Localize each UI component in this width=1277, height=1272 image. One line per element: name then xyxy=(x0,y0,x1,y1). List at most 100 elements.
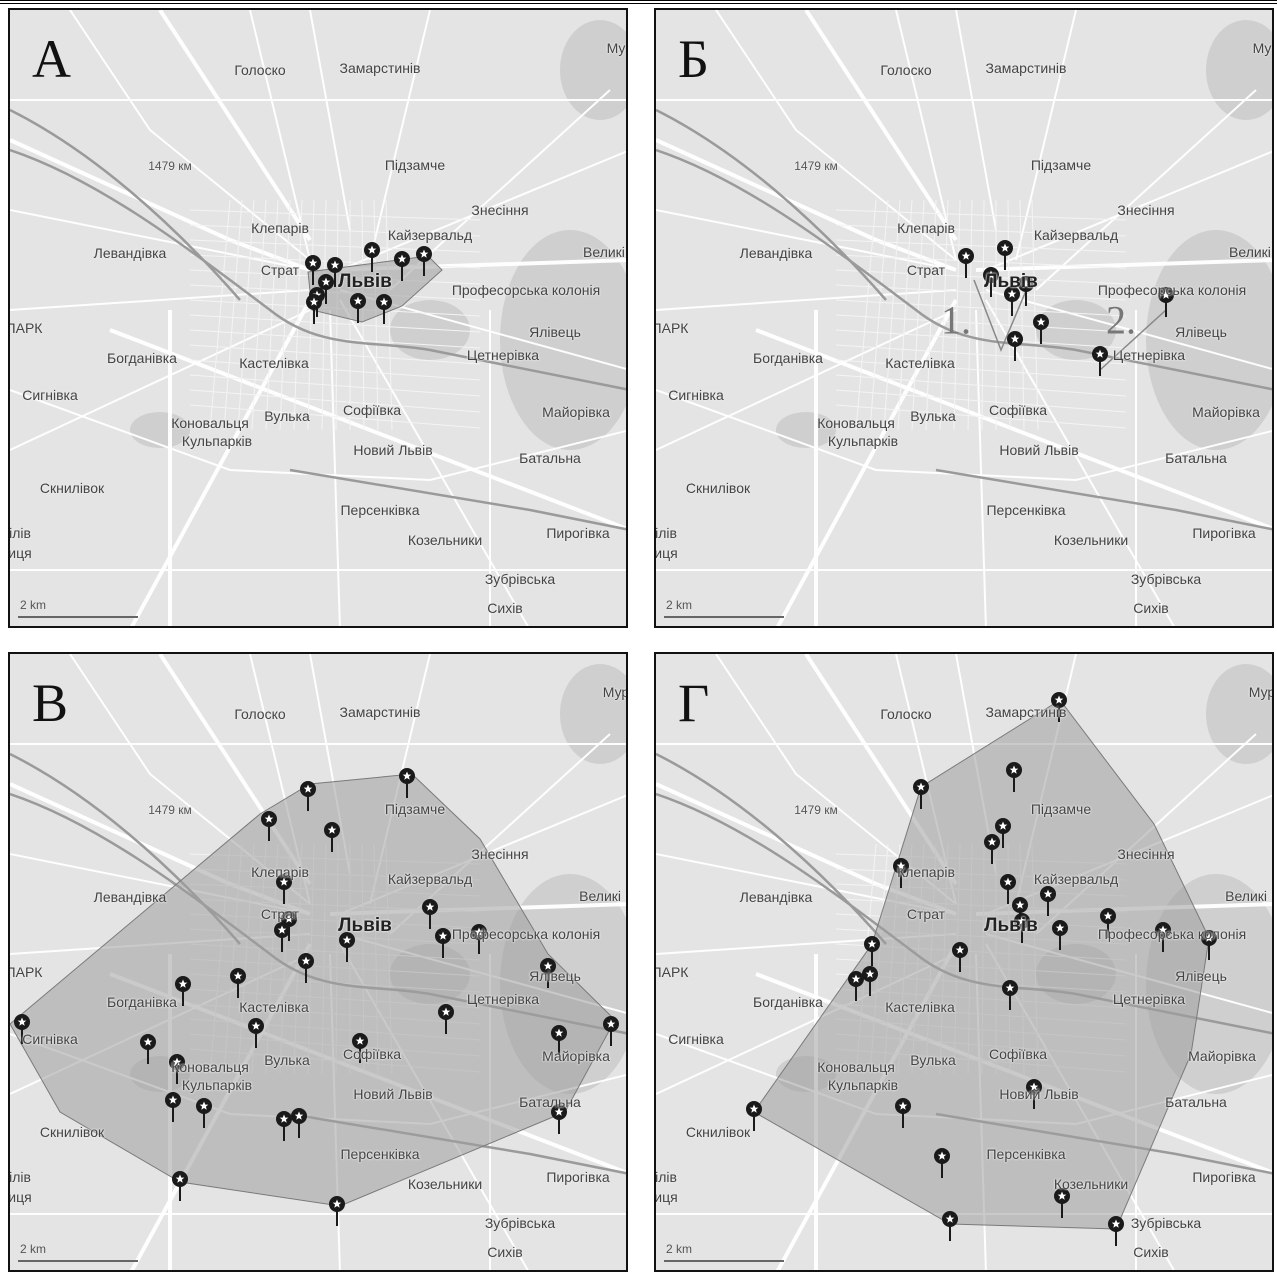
map-pin-star-icon[interactable] xyxy=(248,1018,264,1048)
map-pin-star-icon[interactable] xyxy=(318,274,334,304)
place-label: Пирогівка xyxy=(1192,525,1256,541)
place-label: Вулька xyxy=(264,1052,310,1068)
place-label: ПАРК xyxy=(8,964,43,980)
map-pin-star-icon[interactable] xyxy=(327,257,343,287)
map-pin-star-icon[interactable] xyxy=(1033,314,1049,344)
map-pin-star-icon[interactable] xyxy=(983,267,999,297)
map-pin-star-icon[interactable] xyxy=(895,1098,911,1128)
map-pin-star-icon[interactable] xyxy=(291,1108,307,1138)
map-pin-star-icon[interactable] xyxy=(376,294,392,324)
place-label: Страт xyxy=(906,262,946,278)
map-panel-a[interactable]: А 2 km Голоско Замарстинів 1479 км Підзамче… xyxy=(8,8,628,628)
map-pin-star-icon[interactable] xyxy=(350,293,366,323)
place-label: Знесіння xyxy=(471,846,529,862)
street xyxy=(835,239,1127,253)
map-pin-star-icon[interactable] xyxy=(438,1004,454,1034)
map-pin-star-icon[interactable] xyxy=(435,928,451,958)
map-pin-star-icon[interactable] xyxy=(172,1171,188,1201)
map-pin-star-icon[interactable] xyxy=(300,781,316,811)
map-pin-star-icon[interactable] xyxy=(306,294,322,324)
map-pin-star-icon[interactable] xyxy=(329,1196,345,1226)
road xyxy=(10,309,311,451)
map-pin-star-icon[interactable] xyxy=(422,899,438,929)
place-label: Сигнівка xyxy=(22,387,78,403)
place-label: Коновальця xyxy=(817,415,895,431)
map-pin-star-icon[interactable] xyxy=(1155,922,1171,952)
map-pin-star-icon[interactable] xyxy=(995,818,1011,848)
map-pin-star-icon[interactable] xyxy=(1092,346,1108,376)
map-pin-star-icon[interactable] xyxy=(261,811,277,841)
map-pin-star-icon[interactable] xyxy=(942,1211,958,1241)
map-pin-star-icon[interactable] xyxy=(339,932,355,962)
map-pin-star-icon[interactable] xyxy=(324,822,340,852)
map-pin-star-icon[interactable] xyxy=(1004,286,1020,316)
map-pin-star-icon[interactable] xyxy=(165,1092,181,1122)
map-pin-star-icon[interactable] xyxy=(276,1111,292,1141)
map-pin-star-icon[interactable] xyxy=(416,246,432,276)
map-pin-star-icon[interactable] xyxy=(540,958,556,988)
map-panel-g[interactable]: Г 2 km Голоско Замарстинів 1479 км Підзамче… xyxy=(654,652,1274,1272)
map-pin-star-icon[interactable] xyxy=(984,834,1000,864)
map-pin-star-icon[interactable] xyxy=(364,242,380,272)
map-pin-star-icon[interactable] xyxy=(958,248,974,278)
map-pin-star-icon[interactable] xyxy=(864,936,880,966)
place-label: Софіївка xyxy=(988,402,1048,418)
map-pin-star-icon[interactable] xyxy=(1014,913,1030,943)
map-pin-star-icon[interactable] xyxy=(14,1014,30,1044)
map-panel-b[interactable]: Б 2 km Голоско Замарстинів 1479 км Підзамче… xyxy=(654,8,1274,628)
map-pin-star-icon[interactable] xyxy=(1006,762,1022,792)
map-pin-star-icon[interactable] xyxy=(1007,331,1023,361)
place-label: Голоско xyxy=(880,62,932,78)
map-pin-star-icon[interactable] xyxy=(1040,886,1056,916)
map-pin-star-icon[interactable] xyxy=(1026,1079,1042,1109)
map-pin-star-icon[interactable] xyxy=(551,1025,567,1055)
map-pin-star-icon[interactable] xyxy=(952,942,968,972)
map-pin-star-icon[interactable] xyxy=(140,1034,156,1064)
map-pin-star-icon[interactable] xyxy=(1018,276,1034,306)
map-pin-star-icon[interactable] xyxy=(934,1148,950,1178)
map-panel-v[interactable]: В 2 km Голоско Замарстинів 1479 км Підзамче… xyxy=(8,652,628,1272)
map-pin-star-icon[interactable] xyxy=(1002,980,1018,1010)
place-label: Великі К xyxy=(1229,244,1272,260)
map-pin-star-icon[interactable] xyxy=(230,968,246,998)
map-pin-star-icon[interactable] xyxy=(746,1101,762,1131)
map-pin-star-icon[interactable] xyxy=(862,966,878,996)
map-pin-star-icon[interactable] xyxy=(394,251,410,281)
map-pin-star-icon[interactable] xyxy=(1051,692,1067,722)
street xyxy=(1031,199,1039,431)
map-pin-star-icon[interactable] xyxy=(399,768,415,798)
map-pin-star-icon[interactable] xyxy=(471,924,487,954)
map-pin-star-icon[interactable] xyxy=(1054,1188,1070,1218)
map-pin-star-icon[interactable] xyxy=(893,858,909,888)
place-label: Професорська колонія xyxy=(451,926,601,942)
road xyxy=(656,309,957,451)
map-pin-star-icon[interactable] xyxy=(997,240,1013,270)
street xyxy=(293,199,303,431)
place-label: Кульпарків xyxy=(181,433,253,449)
map-pin-star-icon[interactable] xyxy=(1108,1216,1124,1246)
park-area xyxy=(1146,230,1272,450)
map-pin-star-icon[interactable] xyxy=(169,1054,185,1084)
road xyxy=(975,258,1272,272)
map-pin-star-icon[interactable] xyxy=(196,1098,212,1128)
map-pin-star-icon[interactable] xyxy=(551,1104,567,1134)
map-pin-star-icon[interactable] xyxy=(298,953,314,983)
map-pin-star-icon[interactable] xyxy=(276,874,292,904)
map-pin-star-icon[interactable] xyxy=(175,976,191,1006)
map-pin-star-icon[interactable] xyxy=(274,922,290,952)
map-pin-star-icon[interactable] xyxy=(1201,930,1217,960)
map-pin-star-icon[interactable] xyxy=(1052,920,1068,950)
map-pin-star-icon[interactable] xyxy=(913,779,929,809)
scale-label: 2 km xyxy=(666,598,693,612)
railway xyxy=(656,108,887,301)
street xyxy=(835,269,1127,285)
map-pin-star-icon[interactable] xyxy=(305,255,321,285)
map-pin-star-icon[interactable] xyxy=(352,1033,368,1063)
map-pin-star-icon[interactable] xyxy=(1100,908,1116,938)
map-pin-star-icon[interactable] xyxy=(848,971,864,1001)
street xyxy=(835,224,1127,237)
map-pin-star-icon[interactable] xyxy=(1158,287,1174,317)
map-pin-star-icon[interactable] xyxy=(603,1016,619,1046)
place-label: ілів xyxy=(9,525,31,541)
map-pin-star-icon[interactable] xyxy=(1000,874,1016,904)
